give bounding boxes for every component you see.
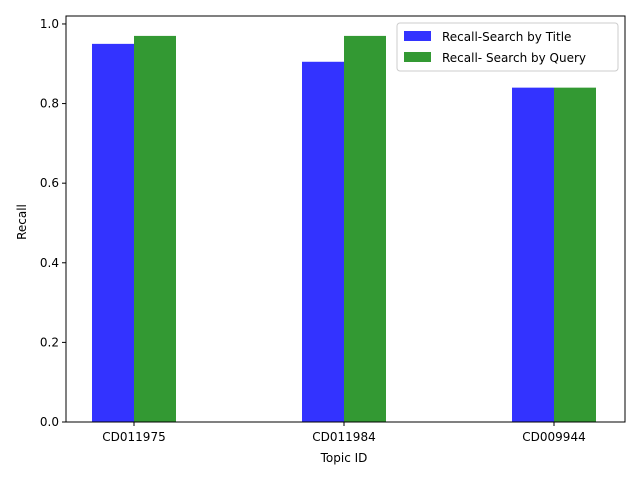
y-tick-label: 0.4 (40, 256, 59, 270)
legend: Recall-Search by Title Recall- Search by … (396, 22, 619, 72)
legend-box (396, 22, 619, 72)
y-axis-label: Recall (15, 204, 29, 240)
legend-label-series1: Recall-Search by Title (442, 30, 571, 44)
x-tick-label: CD011975 (102, 430, 165, 444)
x-tick-label: CD009944 (522, 430, 585, 444)
legend-swatch-series2 (404, 52, 431, 62)
bar-series2-cd009944 (554, 87, 596, 422)
y-tick-label: 1.0 (40, 17, 59, 31)
bar-series2-cd011975 (134, 35, 176, 422)
y-tick-label: 0.8 (40, 97, 59, 111)
y-tick-label: 0.0 (40, 415, 59, 429)
x-axis-label: Topic ID (320, 451, 368, 465)
bar-series1-cd011975 (92, 43, 134, 423)
axes-group: 0.0 0.2 0.4 0.6 0.8 1.0 CD011975 CD011984 CD0099… (40, 15, 626, 444)
legend-swatch-series1 (404, 31, 431, 41)
bar-series1-cd011984 (302, 61, 344, 423)
y-tick-label: 0.6 (40, 176, 59, 190)
bar-series1-cd009944 (512, 87, 554, 422)
y-tick-label: 0.2 (40, 335, 59, 349)
x-tick-label: CD011984 (312, 430, 375, 444)
bars-group (92, 35, 596, 423)
legend-label-series2: Recall- Search by Query (442, 51, 586, 65)
plot-frame (65, 15, 626, 423)
bar-series2-cd011984 (344, 35, 386, 422)
